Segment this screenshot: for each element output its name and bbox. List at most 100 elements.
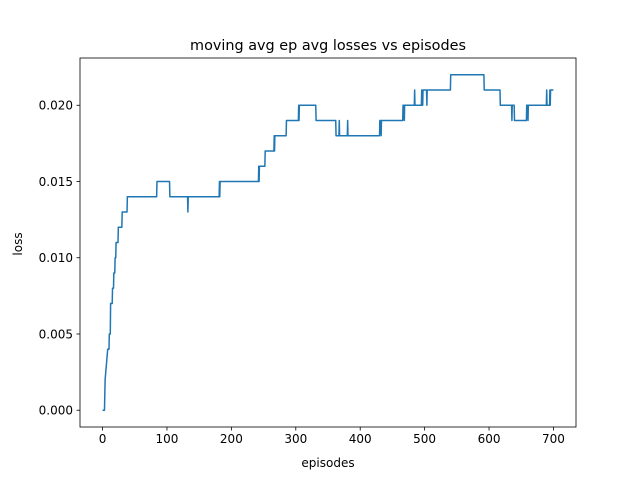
data-point: [511, 120, 512, 121]
data-point: [547, 105, 548, 106]
y-tick-label: 0.010: [39, 251, 73, 265]
data-point: [414, 90, 415, 91]
data-point: [116, 242, 117, 243]
data-point: [104, 410, 105, 411]
series-0: [102, 74, 554, 411]
data-point: [381, 135, 382, 136]
data-point: [286, 120, 287, 121]
data-point: [315, 105, 316, 106]
axis-ticks: 0 100 200 300 400 500 600 700 0.000 0.005 0.010 0.0…: [39, 99, 565, 446]
x-tick-label: 200: [220, 432, 243, 446]
data-point: [156, 196, 157, 197]
data-point: [336, 135, 337, 136]
data-point: [403, 105, 404, 106]
data-point: [169, 181, 170, 182]
data-point: [402, 120, 403, 121]
series-layer: [102, 74, 554, 411]
x-tick-label: 0: [99, 432, 107, 446]
series-line: [102, 74, 554, 411]
data-point: [450, 90, 451, 91]
data-point: [381, 120, 382, 121]
data-point: [114, 273, 115, 274]
data-point: [105, 379, 106, 380]
y-tick-label: 0.015: [39, 175, 73, 189]
data-point: [514, 120, 515, 121]
plot-frame: [79, 57, 577, 428]
data-point: [526, 105, 527, 106]
x-tick-label: 100: [156, 432, 179, 446]
data-point: [347, 120, 348, 121]
data-point: [107, 349, 108, 350]
data-point: [484, 90, 485, 91]
x-tick-label: 300: [284, 432, 307, 446]
data-point: [499, 90, 500, 91]
data-point: [188, 196, 189, 197]
data-point: [379, 135, 380, 136]
data-point: [550, 90, 551, 91]
data-point: [550, 105, 551, 106]
data-point: [274, 151, 275, 152]
data-point: [483, 74, 484, 75]
data-point: [102, 410, 103, 411]
data-point: [259, 181, 260, 182]
y-tick-label: 0.005: [39, 327, 73, 341]
data-point: [316, 120, 317, 121]
x-tick-label: 700: [542, 432, 565, 446]
data-point: [110, 333, 111, 334]
data-point: [264, 166, 265, 167]
data-point: [118, 242, 119, 243]
data-point: [106, 364, 107, 365]
data-point: [112, 288, 113, 289]
data-point: [122, 212, 123, 213]
chart-title: moving avg ep avg losses vs episodes: [190, 38, 466, 54]
data-point: [339, 120, 340, 121]
data-point: [379, 120, 380, 121]
data-point: [169, 196, 170, 197]
data-point: [526, 120, 527, 121]
data-point: [422, 105, 423, 106]
data-point: [274, 135, 275, 136]
y-tick-label: 0.000: [39, 404, 73, 418]
x-axis-label: episodes: [301, 456, 354, 470]
data-point: [112, 303, 113, 304]
data-point: [347, 135, 348, 136]
data-point: [113, 273, 114, 274]
data-point: [421, 90, 422, 91]
data-point: [299, 105, 300, 106]
x-tick-label: 600: [478, 432, 501, 446]
data-point: [259, 166, 260, 167]
data-point: [187, 212, 188, 213]
data-point: [528, 105, 529, 106]
data-point: [299, 120, 300, 121]
data-point: [335, 120, 336, 121]
data-point: [553, 90, 554, 91]
data-point: [156, 181, 157, 182]
data-point: [108, 349, 109, 350]
data-point: [339, 135, 340, 136]
data-point: [219, 196, 220, 197]
data-point: [127, 212, 128, 213]
data-point: [450, 74, 451, 75]
data-point: [127, 196, 128, 197]
y-tick-label: 0.020: [39, 99, 73, 113]
data-point: [514, 105, 515, 106]
data-point: [500, 105, 501, 106]
data-point: [286, 135, 287, 136]
data-point: [423, 90, 424, 91]
data-point: [546, 90, 547, 91]
data-point: [265, 151, 266, 152]
data-point: [121, 227, 122, 228]
data-point: [404, 120, 405, 121]
x-tick-label: 400: [349, 432, 372, 446]
data-point: [220, 181, 221, 182]
data-point: [109, 333, 110, 334]
x-tick-label: 500: [413, 432, 436, 446]
data-point: [512, 105, 513, 106]
data-point: [426, 105, 427, 106]
data-point: [427, 90, 428, 91]
data-point: [115, 257, 116, 258]
data-point: [528, 120, 529, 121]
data-point: [414, 105, 415, 106]
